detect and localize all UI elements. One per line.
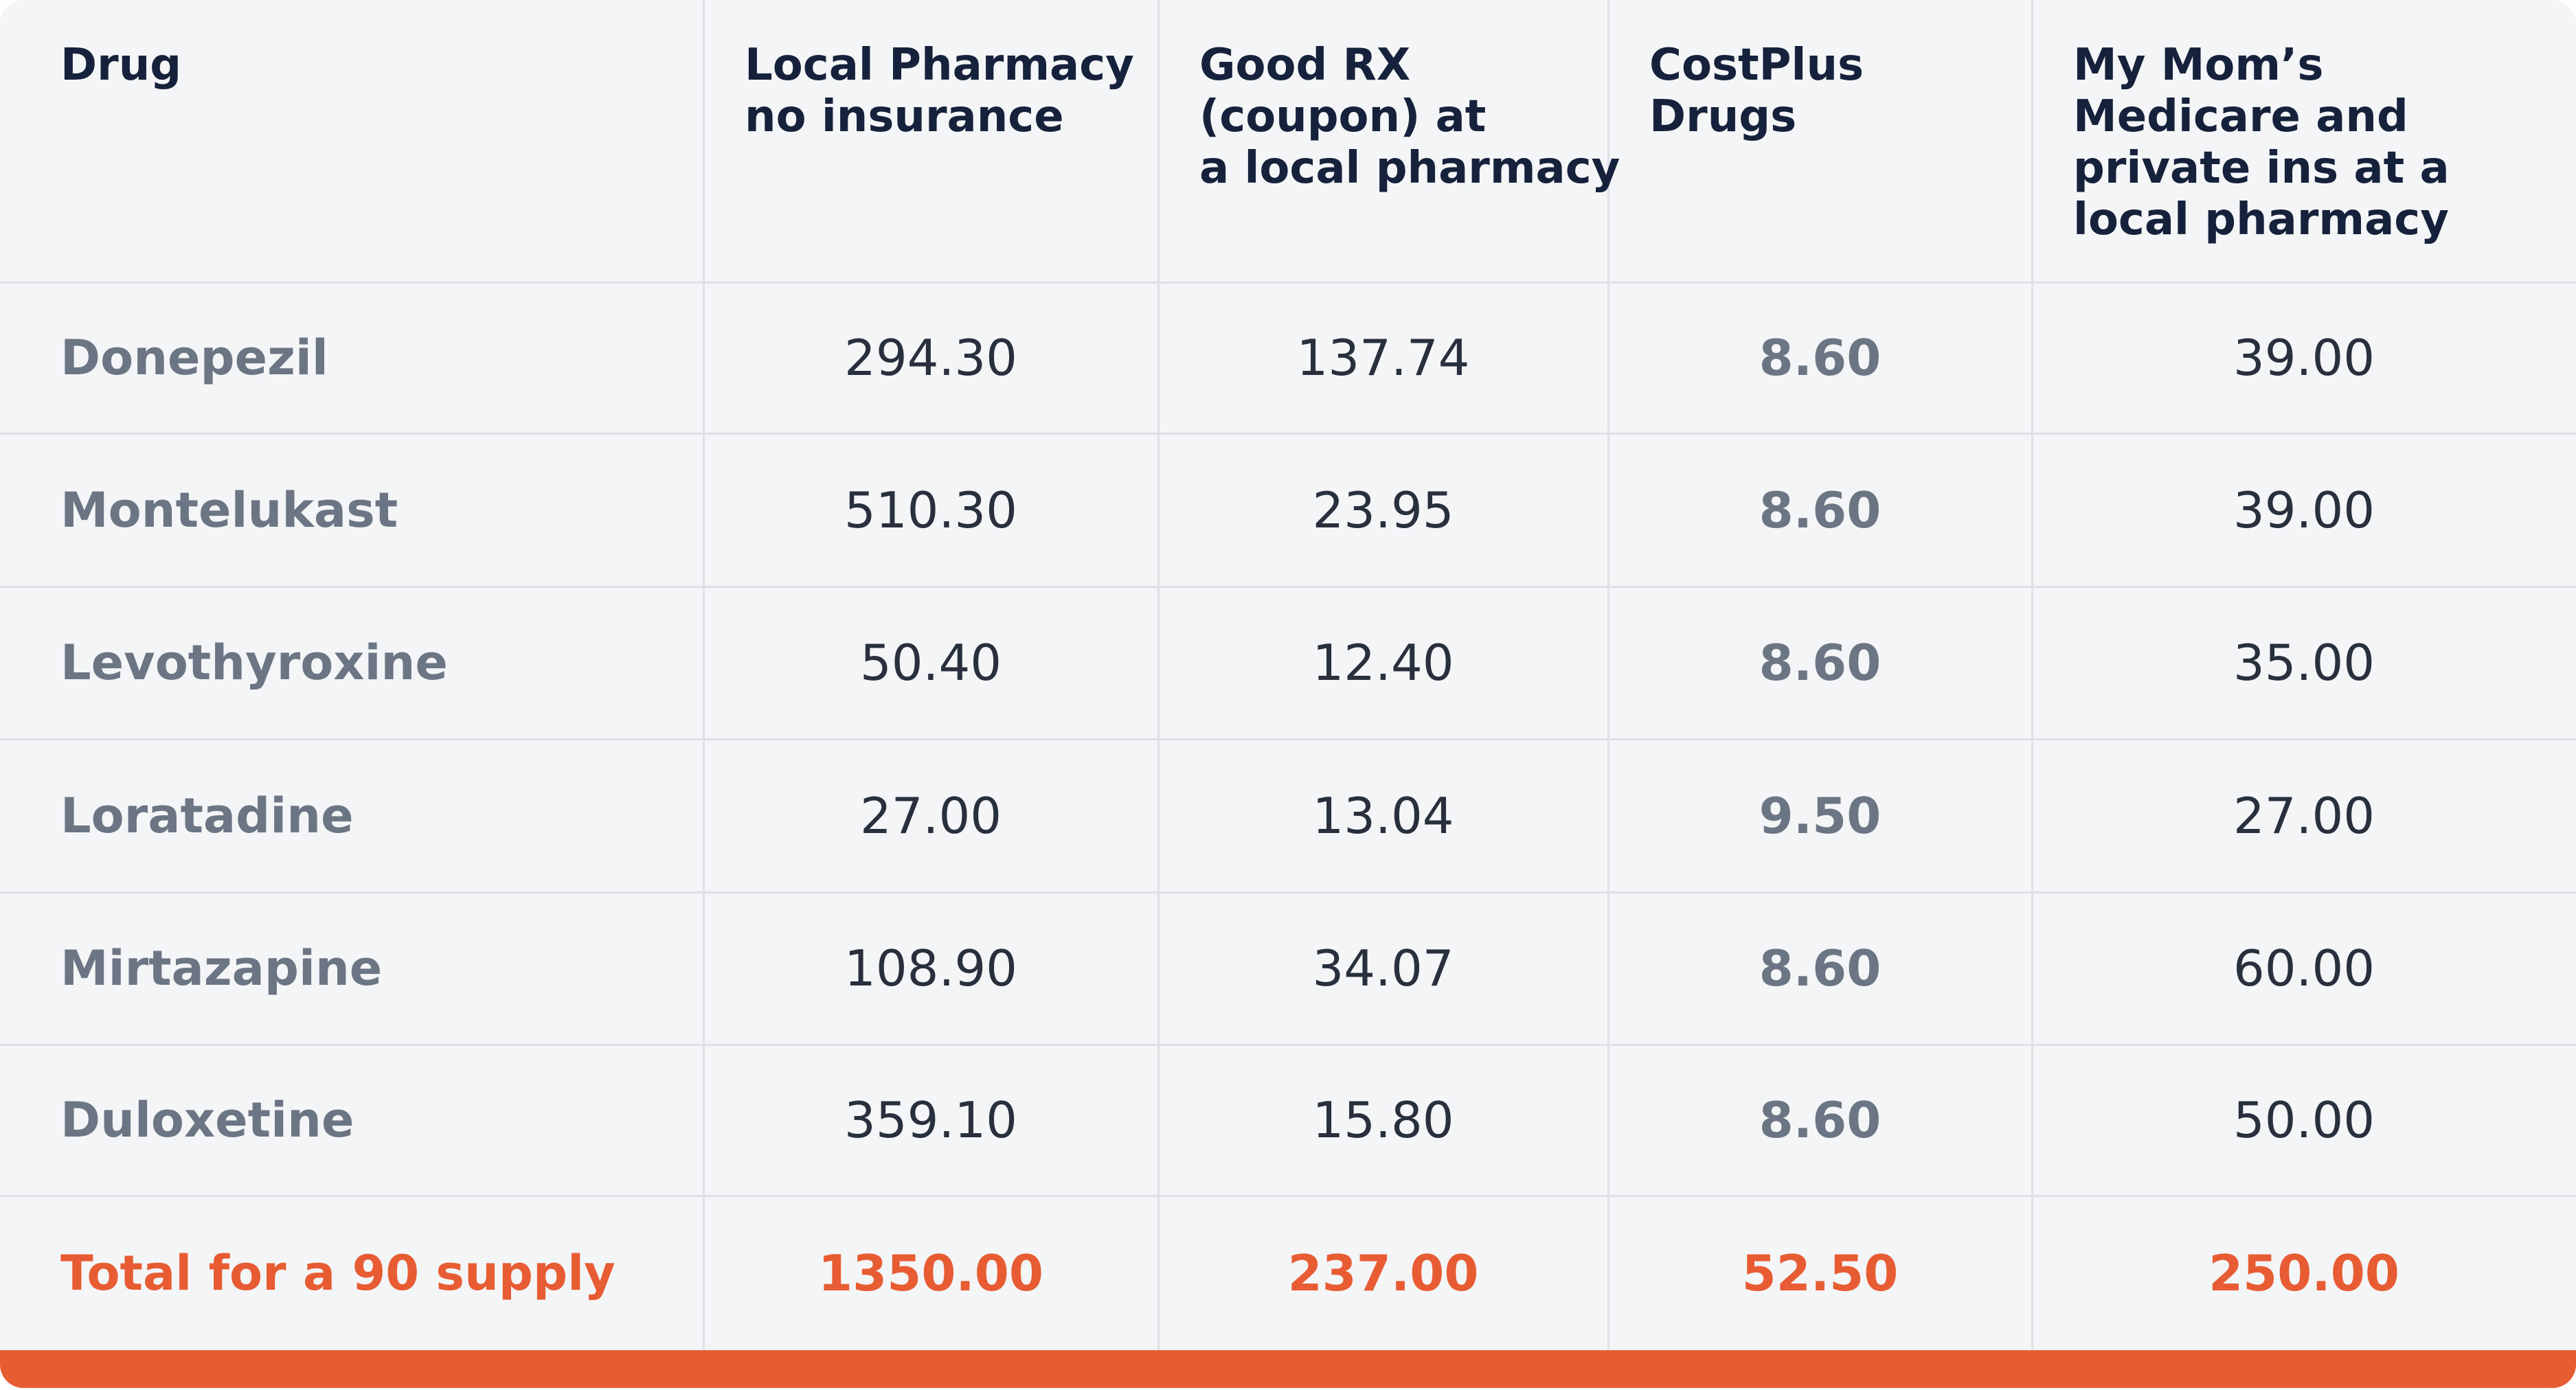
header-line: private ins at a [2073,143,2450,194]
price: 27.00 [859,786,1002,845]
total-value: 237.00 [1287,1244,1479,1302]
price: 39.00 [2233,481,2375,539]
price: 23.95 [1312,481,1454,539]
header-cell: Good RX (coupon) at a local pharmacy [1199,0,1620,282]
header-line: Medicare and [2073,91,2408,142]
price: 510.30 [844,481,1017,539]
price: 8.60 [1759,481,1882,539]
price: 13.04 [1312,786,1454,845]
header-line: CostPlus [1649,40,1864,91]
column-divider [1607,0,1609,1350]
column-divider [1157,0,1160,1350]
price: 294.30 [844,329,1017,387]
price: 8.60 [1759,634,1882,692]
row-divider [0,1044,2576,1046]
price: 50.40 [859,634,1002,692]
price: 15.80 [1312,1091,1454,1149]
drug-name: Donepezil [60,330,328,386]
total-value: 1350.00 [818,1244,1043,1302]
header-cell: CostPlus Drugs [1649,0,2032,282]
header-cell: Local Pharmacy no insurance [745,0,1158,282]
row-divider [0,433,2576,435]
row-divider [0,738,2576,740]
row-divider [0,891,2576,893]
header-line: Drugs [1649,91,1797,142]
row-divider [0,586,2576,588]
total-value: 250.00 [2208,1244,2399,1302]
drug-name: Levothyroxine [60,635,448,691]
price: 39.00 [2233,329,2375,387]
total-label: Total for a 90 supply [60,1244,615,1301]
price: 137.74 [1296,329,1470,387]
price: 9.50 [1759,786,1882,845]
price: 8.60 [1759,329,1882,387]
accent-bar [0,1350,2576,1388]
price: 359.10 [844,1091,1017,1149]
total-value: 52.50 [1741,1244,1899,1302]
header-line: a local pharmacy [1199,143,1620,194]
drug-name: Duloxetine [60,1092,354,1148]
row-divider [0,282,2576,284]
header-line: My Mom’s [2073,40,2324,91]
drug-name: Loratadine [60,787,354,844]
price: 35.00 [2233,634,2375,692]
price: 34.07 [1312,939,1454,997]
price: 50.00 [2233,1091,2375,1149]
column-divider [2031,0,2033,1350]
price: 8.60 [1759,939,1882,997]
header-line: Good RX [1199,40,1411,91]
row-divider [0,1195,2576,1197]
header-cell: Drug [60,0,703,282]
drug-name: Mirtazapine [60,940,383,996]
price: 108.90 [844,939,1017,997]
header-line: (coupon) at [1199,91,1487,142]
header-line: Local Pharmacy [745,40,1134,91]
price: 12.40 [1312,634,1454,692]
header-line: local pharmacy [2073,194,2449,245]
header-line: no insurance [745,91,1064,142]
header-cell: My Mom’s Medicare and private ins at a loca… [2073,0,2576,282]
price: 27.00 [2233,786,2375,845]
price: 8.60 [1759,1091,1882,1149]
column-divider [703,0,705,1350]
drug-name: Montelukast [60,481,398,538]
header-line: Drug [60,40,182,91]
price: 60.00 [2233,939,2375,997]
